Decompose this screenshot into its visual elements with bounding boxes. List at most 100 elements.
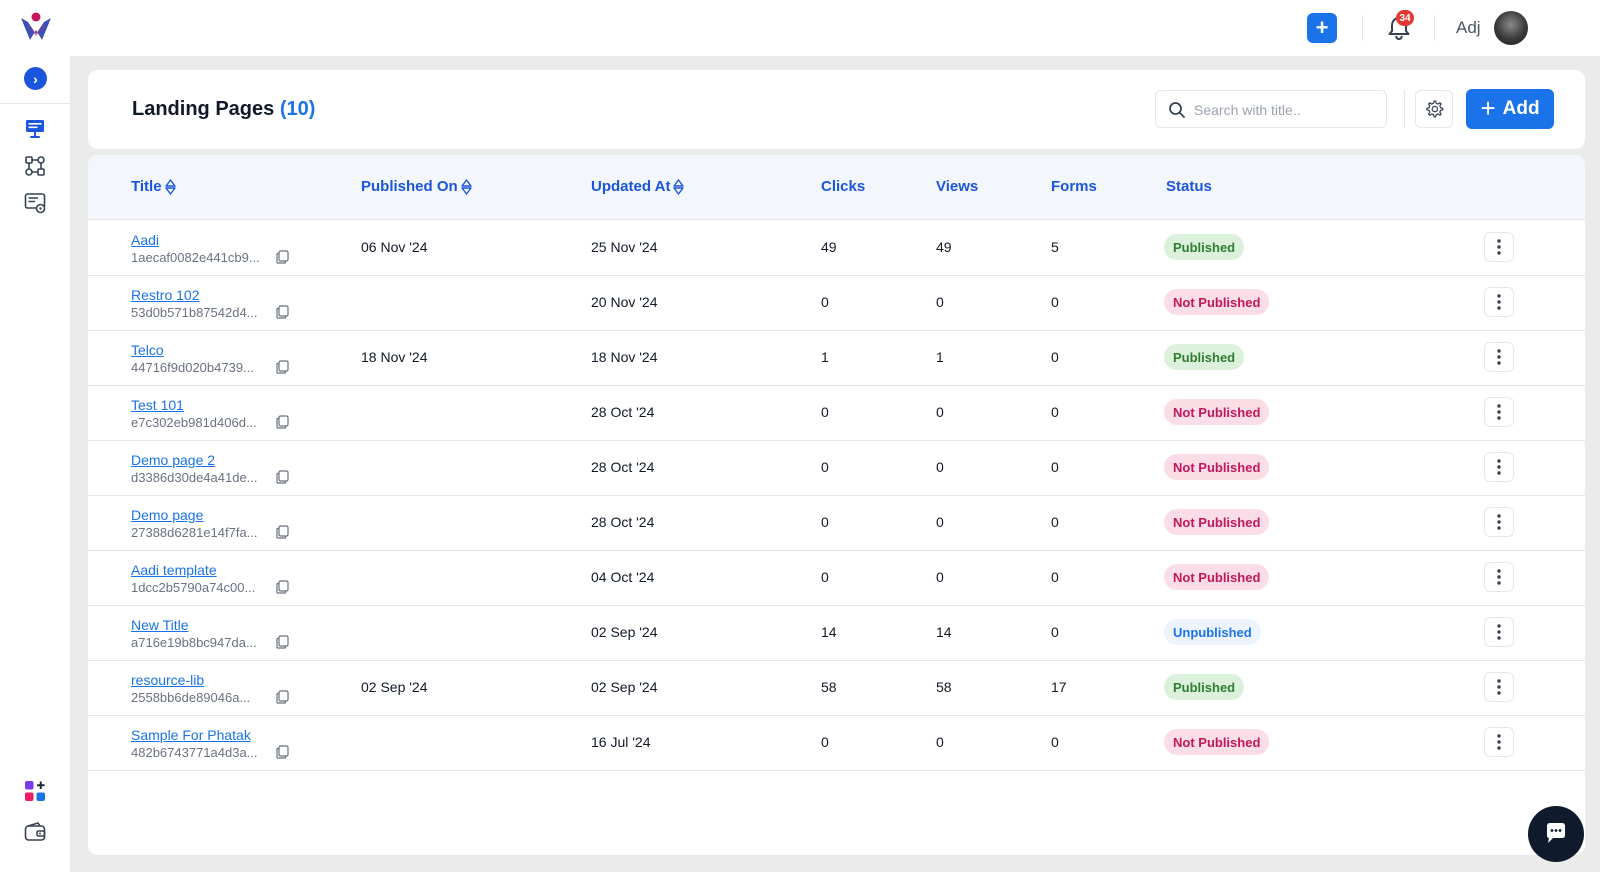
published-on-cell: 06 Nov '24 (361, 239, 428, 255)
more-vertical-icon (1497, 624, 1501, 640)
updated-at-cell: 28 Oct '24 (591, 514, 655, 530)
row-actions-button[interactable] (1484, 727, 1514, 757)
column-header-published-on[interactable]: Published On (361, 178, 472, 195)
clicks-cell: 0 (821, 514, 829, 530)
add-landing-page-button[interactable]: + Add (1466, 89, 1554, 129)
status-badge: Not Published (1164, 729, 1270, 755)
row-actions-button[interactable] (1484, 232, 1514, 262)
add-button-label: Add (1502, 98, 1540, 119)
views-cell: 0 (936, 294, 944, 310)
page-title-link[interactable]: resource-lib (131, 672, 205, 688)
sidebar-item-workflows[interactable] (22, 153, 48, 179)
row-actions-button[interactable] (1484, 287, 1514, 317)
updated-at-cell: 16 Jul '24 (591, 734, 651, 750)
table-row: Sample For Phatak 482b6743771a4d3a... 16 J… (88, 715, 1585, 771)
more-vertical-icon (1497, 404, 1501, 420)
table-row: Demo page 2 d3386d30de4a41de... 28 Oct '24… (88, 440, 1585, 496)
column-header-updated-at[interactable]: Updated At (591, 178, 685, 195)
row-actions-button[interactable] (1484, 672, 1514, 702)
sidebar: › (0, 56, 71, 872)
copy-icon[interactable] (276, 580, 289, 594)
page-title-link[interactable]: Telco (131, 342, 164, 358)
notification-count-badge: 34 (1396, 10, 1414, 26)
copy-icon[interactable] (276, 250, 289, 264)
page-id: 1aecaf0082e441cb9... (131, 250, 260, 265)
search-input[interactable] (1194, 100, 1379, 120)
copy-icon[interactable] (276, 745, 289, 759)
page-title-link[interactable]: Demo page (131, 507, 204, 523)
clicks-cell: 0 (821, 294, 829, 310)
apps-add-icon (25, 781, 45, 801)
clicks-cell: 0 (821, 459, 829, 475)
row-actions-button[interactable] (1484, 397, 1514, 427)
page-title-link[interactable]: New Title (131, 617, 189, 633)
page-title-link[interactable]: Aadi template (131, 562, 217, 578)
more-vertical-icon (1497, 349, 1501, 365)
clicks-cell: 49 (821, 239, 837, 255)
page-id: 53d0b571b87542d4... (131, 305, 258, 320)
status-badge: Not Published (1164, 289, 1270, 315)
topbar-divider (1362, 15, 1363, 41)
updated-at-cell: 28 Oct '24 (591, 459, 655, 475)
sidebar-item-apps[interactable] (22, 778, 48, 804)
page-title-link[interactable]: Restro 102 (131, 287, 200, 303)
clicks-cell: 14 (821, 624, 837, 640)
copy-icon[interactable] (276, 690, 289, 704)
copy-icon[interactable] (276, 415, 289, 429)
search-box[interactable] (1155, 90, 1387, 128)
user-name[interactable]: Adj (1456, 18, 1481, 37)
page-id: e7c302eb981d406d... (131, 415, 257, 430)
user-avatar[interactable] (1494, 11, 1528, 45)
page-id: 27388d6281e14f7fa... (131, 525, 258, 540)
copy-icon[interactable] (276, 305, 289, 319)
row-actions-button[interactable] (1484, 617, 1514, 647)
copy-icon[interactable] (276, 360, 289, 374)
column-header-views: Views (936, 178, 979, 195)
quick-add-button[interactable]: + (1307, 13, 1337, 43)
brand-logo[interactable] (18, 10, 54, 46)
topbar-divider (1434, 15, 1435, 41)
copy-icon[interactable] (276, 525, 289, 539)
row-actions-button[interactable] (1484, 342, 1514, 372)
page-header: Landing Pages (10) + Add (88, 70, 1585, 149)
clicks-cell: 0 (821, 734, 829, 750)
settings-button[interactable] (1415, 90, 1453, 128)
row-actions-button[interactable] (1484, 452, 1514, 482)
sidebar-expand-button[interactable]: › (24, 67, 47, 90)
table-row: New Title a716e19b8bc947da... 02 Sep '24 14… (88, 605, 1585, 661)
status-badge: Not Published (1164, 399, 1270, 425)
copy-icon[interactable] (276, 635, 289, 649)
copy-icon[interactable] (276, 470, 289, 484)
row-actions-button[interactable] (1484, 562, 1514, 592)
published-on-cell: 18 Nov '24 (361, 349, 428, 365)
more-vertical-icon (1497, 734, 1501, 750)
more-vertical-icon (1497, 294, 1501, 310)
column-header-clicks: Clicks (821, 178, 866, 195)
chat-support-button[interactable] (1528, 806, 1584, 862)
page-id: a716e19b8bc947da... (131, 635, 257, 650)
forms-cell: 0 (1051, 734, 1059, 750)
page-id: d3386d30de4a41de... (131, 470, 258, 485)
updated-at-cell: 25 Nov '24 (591, 239, 658, 255)
column-header-title[interactable]: Title (131, 178, 176, 195)
sidebar-item-forms[interactable] (22, 190, 48, 216)
sidebar-item-wallet[interactable] (22, 819, 48, 845)
clicks-cell: 0 (821, 569, 829, 585)
page-title-link[interactable]: Aadi (131, 232, 160, 248)
page-title-link[interactable]: Sample For Phatak (131, 727, 251, 743)
status-badge: Not Published (1164, 509, 1270, 535)
forms-cell: 5 (1051, 239, 1059, 255)
forms-settings-icon (24, 193, 46, 214)
page-id: 44716f9d020b4739... (131, 360, 254, 375)
sidebar-item-landing-pages[interactable] (22, 116, 48, 142)
gear-icon (1426, 100, 1444, 118)
page-title-link[interactable]: Test 101 (131, 397, 184, 413)
monitor-icon (26, 120, 44, 138)
table-row: Telco 44716f9d020b4739... 18 Nov '24 18 Nov… (88, 330, 1585, 386)
row-actions-button[interactable] (1484, 507, 1514, 537)
forms-cell: 0 (1051, 404, 1059, 420)
clicks-cell: 1 (821, 349, 829, 365)
page-title-link[interactable]: Demo page 2 (131, 452, 216, 468)
views-cell: 1 (936, 349, 944, 365)
views-cell: 0 (936, 514, 944, 530)
